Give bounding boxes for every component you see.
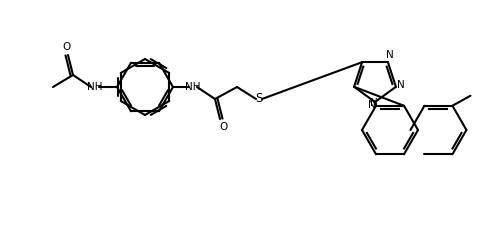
Text: N: N [370,98,378,108]
Text: NH: NH [185,82,201,92]
Text: O: O [219,122,227,132]
Text: S: S [255,92,263,106]
Text: N: N [397,80,405,90]
Text: N: N [386,50,394,60]
Text: O: O [62,42,70,52]
Text: NH: NH [87,82,103,92]
Text: N: N [368,100,376,110]
